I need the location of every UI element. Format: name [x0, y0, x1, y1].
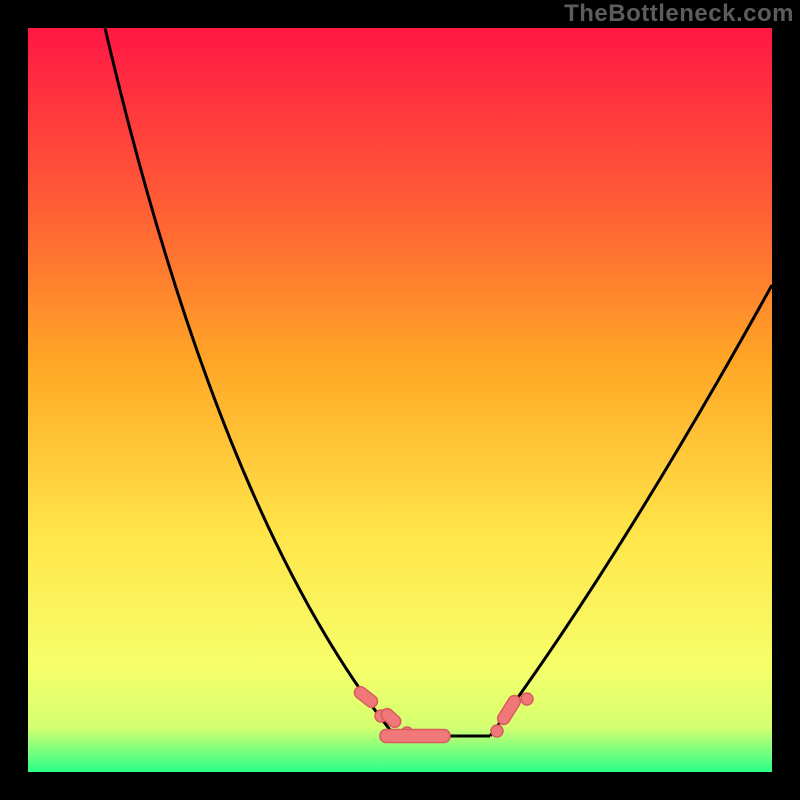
marker-dot [491, 725, 503, 737]
marker-dot [521, 693, 533, 705]
chart-frame: TheBottleneck.com [0, 0, 800, 800]
bottleneck-curve-chart [0, 0, 800, 800]
plot-background [28, 28, 772, 772]
marker-pill [380, 730, 450, 743]
watermark-text: TheBottleneck.com [564, 0, 794, 28]
